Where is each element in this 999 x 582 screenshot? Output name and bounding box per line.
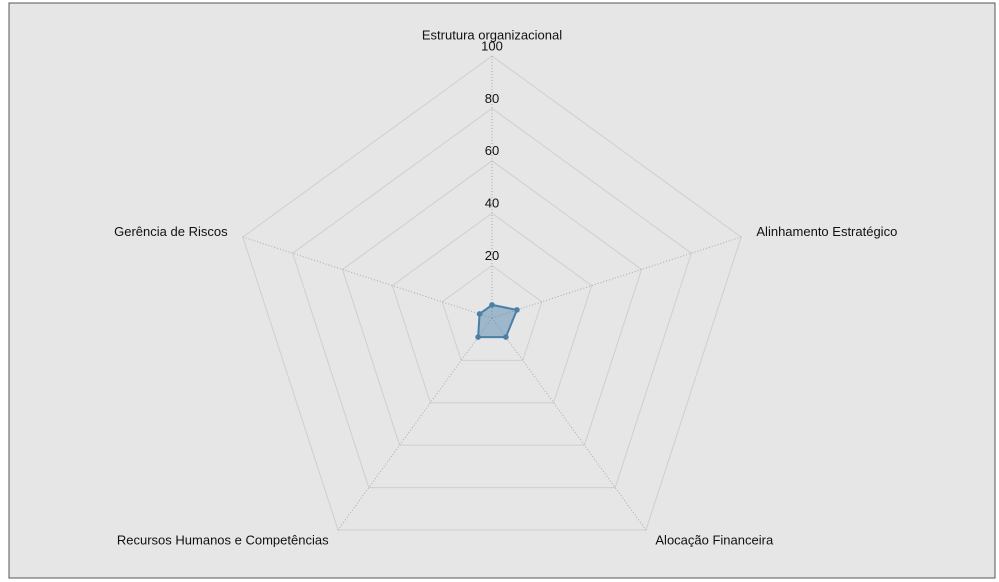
axis-label: Estrutura organizacional	[422, 27, 562, 42]
grid-ring	[441, 264, 543, 361]
r-tick-label: 20	[485, 248, 499, 263]
axis-label: Alocação Financeira	[655, 533, 774, 548]
grid-ring	[341, 160, 643, 446]
axis-label: Recursos Humanos e Competências	[117, 533, 329, 548]
data-point	[475, 334, 481, 340]
data-point	[514, 307, 520, 313]
chart-frame	[8, 2, 996, 579]
r-tick-label: 40	[485, 196, 499, 211]
grid-ring	[391, 212, 593, 404]
grid-ring	[242, 55, 742, 531]
axis-label: Alinhamento Estratégico	[756, 224, 897, 239]
data-point	[503, 334, 509, 340]
axis-label: Gerência de Riscos	[114, 224, 228, 239]
r-tick-label: 80	[485, 91, 499, 106]
data-point	[489, 302, 495, 308]
r-tick-label: 100	[481, 38, 503, 53]
grid-ring	[292, 107, 692, 489]
r-tick-label: 60	[485, 143, 499, 158]
data-point	[476, 311, 483, 317]
